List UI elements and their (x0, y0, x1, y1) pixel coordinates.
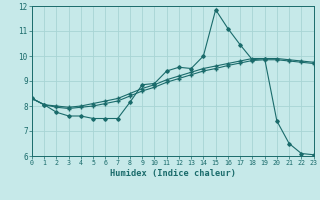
X-axis label: Humidex (Indice chaleur): Humidex (Indice chaleur) (110, 169, 236, 178)
